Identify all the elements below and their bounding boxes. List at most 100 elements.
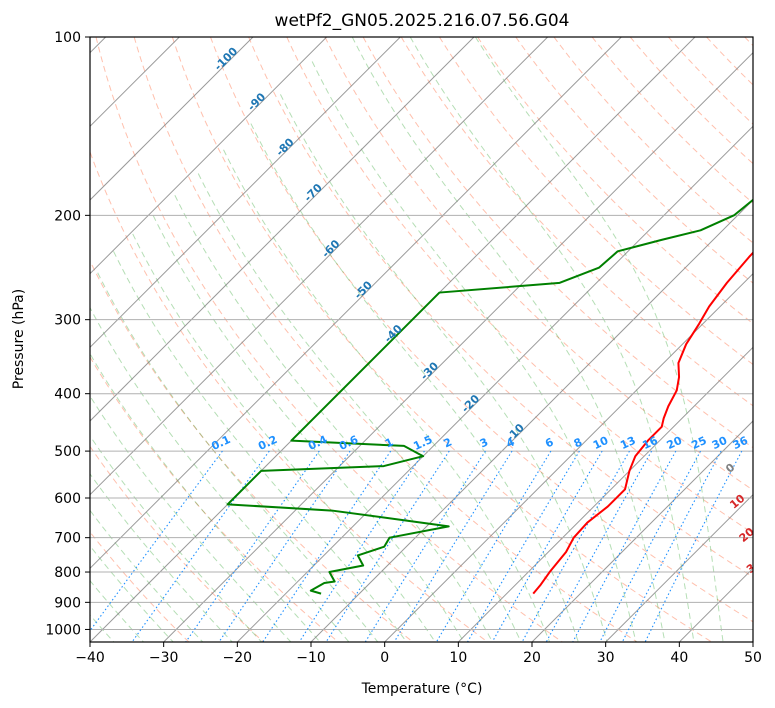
temperature-profile [532,251,753,595]
dry-adiabat [286,37,753,534]
y-axis-label: Pressure (hPa) [11,289,27,389]
x-tick-label: 30 [597,650,615,666]
mixing-ratio-line [262,450,392,642]
mixing-ratio-label: 16 [640,434,660,452]
mixing-ratio-label: 0.6 [337,433,360,453]
mixing-ratio-line [644,450,743,642]
mixing-ratio-label: 0.1 [209,433,232,453]
moist-adiabat [197,173,522,642]
moist-adiabat [174,195,493,642]
dry-adiabat [95,37,563,642]
plot-labels: -100-90-80-70-60-50-40-30-20-100.1 0.2 0.4… [209,44,775,604]
dry-adiabat [477,37,753,325]
mixing-ratio-label: 1.5 [411,433,434,453]
mixing-ratio-line [325,450,450,642]
moist-adiabat [152,215,465,642]
mixing-ratio-line [393,450,513,642]
moist-adiabat [250,123,579,642]
dry-adiabat [133,37,638,642]
moist-adiabat-label: 40 [760,584,775,604]
isotherm-label: -80 [273,135,296,158]
dry-adiabat [668,37,753,125]
x-tick-label: −20 [223,650,253,666]
mixing-ratio-label: 36 [731,434,751,452]
mixing-ratio-line [185,450,320,642]
dry-adiabat [744,37,753,47]
mixing-ratio-label: 20 [665,434,685,452]
moist-adiabat [90,395,292,642]
mixing-ratio-line [491,450,603,642]
isotherm [531,420,753,642]
mixing-ratio-line [218,450,351,642]
y-tick-label: 700 [54,531,81,547]
moist-adiabat-label: 10 [727,492,747,512]
x-axis-label: Temperature (°C) [361,681,483,697]
x-tick-label: 10 [449,650,467,666]
isotherm [678,567,753,642]
mixing-ratio-label: 1 [383,435,395,450]
dry-adiabat [439,37,753,366]
isotherm [90,37,475,422]
isotherm-label: -70 [302,181,325,204]
isotherm [457,346,753,642]
y-tick-label: 1000 [45,622,81,638]
y-tick-label: 900 [54,595,81,611]
x-tick-label: 0 [380,650,389,666]
mixing-ratio-line [467,450,580,642]
mixing-ratio-label: 0.4 [306,433,329,453]
x-tick-label: 50 [744,650,762,666]
x-tick-label: −10 [296,650,326,666]
y-tick-label: 200 [54,208,81,224]
mixing-ratio-label: 3 [478,435,490,450]
moist-adiabat [113,251,408,642]
dry-adiabat [324,37,753,491]
dry-adiabat [90,445,264,642]
y-tick-label: 600 [54,491,81,507]
dewpoint-profile [226,198,753,595]
mixing-ratio-line [521,450,630,642]
isotherm [90,37,328,275]
mixing-ratio-label: 6 [543,435,556,450]
axes: −40 −30 −20 −10 0 10 20 30 40 5010020030040050060… [45,30,762,666]
x-tick-label: 40 [670,650,688,666]
moist-adiabat [474,37,724,642]
mixing-ratio-line [621,450,722,642]
moist-adiabat [132,233,436,642]
moist-adiabat-label: 30 [744,556,764,576]
isotherm-label: -20 [459,392,482,415]
mixing-ratio-line [435,450,552,642]
mixing-ratio-label: 13 [618,434,637,452]
mixing-ratio-line [298,450,425,642]
dry-adiabat [553,37,753,244]
dry-adiabat [210,37,753,623]
x-tick-label: 20 [523,650,541,666]
mixing-ratio-line [572,450,677,642]
y-tick-label: 800 [54,565,81,581]
isotherm [163,51,753,642]
mixing-ratio-line [90,450,223,632]
moist-adiabat [223,149,551,642]
isotherm-label: -100 [212,44,241,73]
isotherm [90,37,622,570]
mixing-ratio-line [131,450,270,642]
isotherm-label: -50 [352,278,375,301]
isotherm [90,37,401,349]
x-tick-label: −30 [149,650,179,666]
isotherm [752,641,753,642]
plot-frame [89,36,754,643]
isotherm-label: -90 [245,90,268,113]
mixing-ratio-label: 8 [572,435,584,450]
mixing-ratio-label: 30 [710,434,730,452]
plot-area [90,37,753,642]
dry-adiabat [90,259,414,642]
isotherm [605,493,753,642]
isotherm [90,37,254,201]
moist-adiabat [90,579,145,642]
moist-adiabat [90,352,321,642]
moist-adiabat-label: 20 [737,525,757,545]
y-tick-label: 300 [54,313,81,329]
dry-adiabat [706,37,753,86]
mixing-ratio-line [599,450,702,642]
y-tick-label: 500 [54,444,81,460]
